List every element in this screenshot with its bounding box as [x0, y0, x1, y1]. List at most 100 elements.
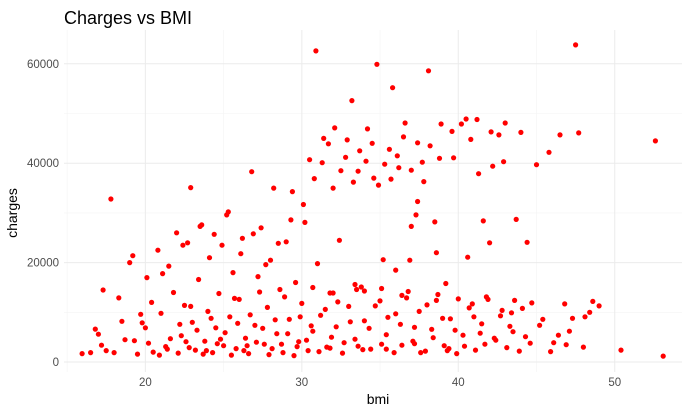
data-point [361, 288, 367, 294]
data-point [211, 231, 217, 237]
data-point [271, 185, 277, 191]
data-point [587, 309, 593, 315]
data-point [230, 270, 236, 276]
data-point [225, 209, 231, 215]
data-point [177, 321, 183, 327]
data-point [174, 230, 180, 236]
data-point [278, 341, 285, 347]
data-point [405, 288, 411, 295]
data-point [380, 257, 386, 263]
data-point [314, 261, 321, 267]
data-point [194, 327, 200, 333]
data-point [127, 260, 133, 266]
data-point [255, 274, 261, 280]
data-point [130, 253, 136, 259]
data-point [479, 321, 485, 327]
data-points [79, 42, 666, 359]
data-point [186, 345, 192, 351]
data-point [482, 341, 488, 347]
data-point [357, 148, 363, 154]
data-point [455, 296, 461, 302]
data-point [206, 255, 213, 261]
data-point [236, 296, 242, 302]
data-point [167, 336, 173, 342]
data-point [393, 311, 399, 317]
data-point [529, 300, 535, 306]
data-point [156, 352, 162, 358]
data-point [454, 351, 460, 357]
data-point [458, 121, 464, 127]
data-point [280, 350, 286, 356]
data-point [258, 225, 264, 231]
data-point [328, 334, 335, 340]
data-point [496, 132, 502, 138]
data-point [374, 61, 380, 67]
data-point [350, 179, 356, 185]
data-point [394, 153, 400, 159]
data-point [122, 337, 128, 343]
data-point [385, 314, 391, 320]
data-point [185, 240, 191, 246]
data-point [269, 346, 275, 352]
data-point [246, 351, 252, 357]
x-tick-label: 50 [608, 377, 621, 389]
data-point [214, 341, 220, 347]
data-point [180, 242, 186, 248]
data-point [239, 235, 245, 241]
data-point [200, 351, 206, 357]
data-point [100, 287, 106, 293]
data-point [438, 121, 444, 127]
data-point [221, 343, 227, 349]
data-point [210, 350, 216, 356]
data-point [227, 314, 233, 320]
data-point [413, 212, 419, 218]
data-point [501, 159, 507, 165]
data-point [330, 290, 336, 296]
data-point [474, 116, 480, 123]
data-point [257, 289, 263, 295]
data-point [391, 350, 397, 356]
data-point [485, 296, 491, 302]
data-point [95, 331, 101, 337]
data-point [197, 223, 203, 229]
data-point [424, 302, 430, 308]
data-point [344, 137, 350, 143]
data-point [425, 68, 432, 74]
data-point [335, 299, 341, 305]
data-point [371, 175, 377, 181]
data-point [330, 185, 336, 191]
data-point [343, 154, 349, 160]
data-point [275, 240, 281, 246]
data-point [449, 128, 455, 134]
data-point [436, 155, 443, 161]
data-point [519, 305, 526, 311]
data-point [573, 42, 579, 48]
data-point [562, 301, 568, 307]
data-point [291, 353, 297, 359]
y-tick-label: 40000 [27, 158, 59, 170]
data-point [202, 338, 208, 344]
data-point [382, 161, 388, 167]
data-point [322, 306, 328, 312]
data-point [399, 342, 405, 348]
data-point [516, 348, 522, 354]
data-point [476, 171, 482, 177]
data-point [267, 257, 274, 263]
data-point [469, 301, 475, 307]
data-point [508, 310, 515, 316]
data-point [471, 314, 477, 320]
data-point [576, 130, 582, 136]
data-point [652, 138, 659, 144]
data-point [427, 143, 433, 149]
data-point [510, 329, 516, 335]
data-point [463, 116, 469, 122]
data-point [244, 343, 250, 349]
data-point [399, 292, 405, 298]
data-point [402, 120, 408, 126]
data-point [289, 189, 295, 195]
data-point [441, 343, 447, 349]
data-point [569, 315, 576, 321]
grid [64, 30, 682, 372]
data-point [452, 327, 458, 333]
data-point [321, 135, 327, 141]
